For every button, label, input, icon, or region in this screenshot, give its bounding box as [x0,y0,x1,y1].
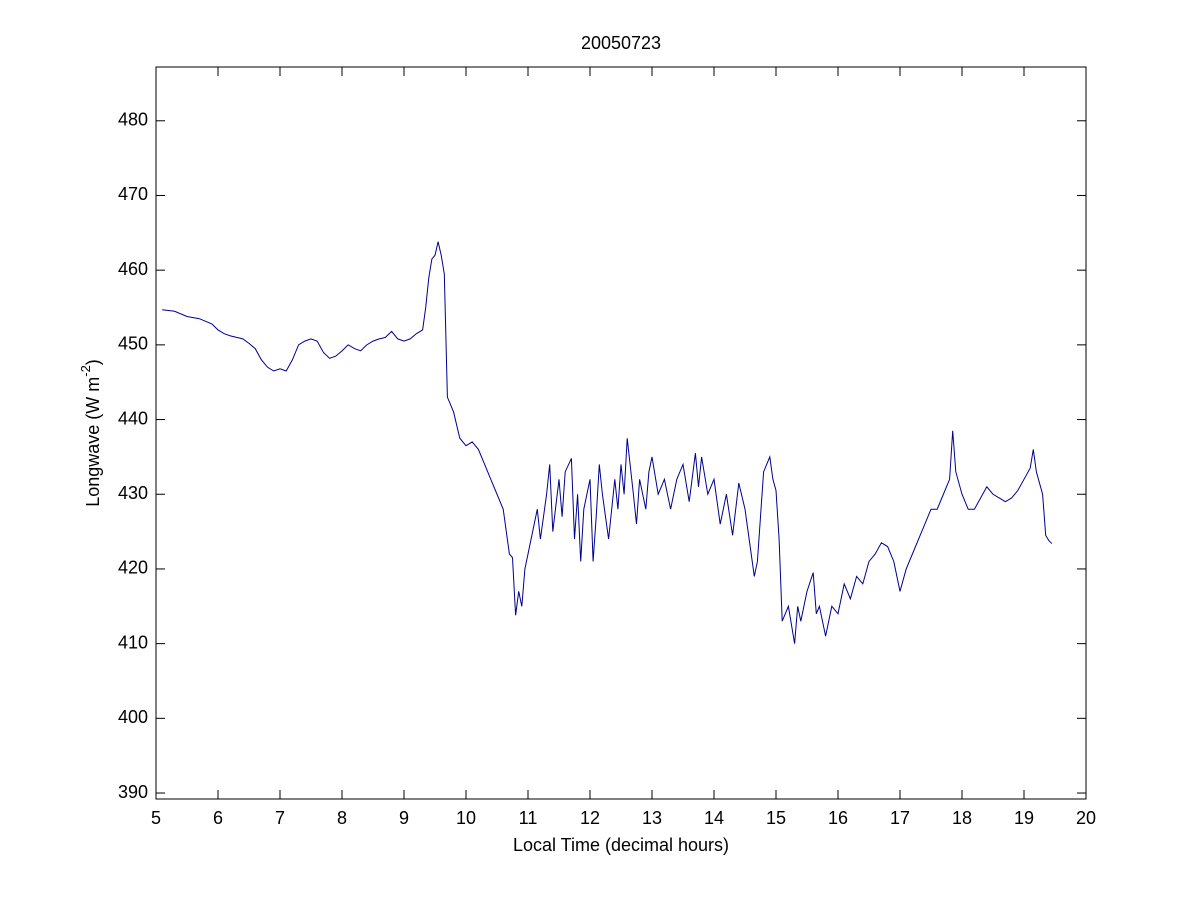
y-axis-label-sup: -2 [78,365,93,377]
chart-title: 20050723 [581,33,661,53]
y-tick-label: 460 [118,259,148,279]
y-tick-label: 480 [118,110,148,130]
x-tick-label: 17 [890,808,910,828]
data-line [162,241,1053,644]
x-tick-label: 15 [766,808,786,828]
x-tick-label: 10 [456,808,476,828]
x-tick-label: 7 [275,808,285,828]
y-tick-label: 440 [118,408,148,428]
x-tick-label: 8 [337,808,347,828]
y-tick-label: 410 [118,632,148,652]
y-axis-label-text: Longwave (W m [83,377,103,507]
y-axis-label: Longwave (W m-2) [78,359,102,507]
x-tick-label: 12 [580,808,600,828]
x-tick-label: 13 [642,808,662,828]
x-axis-label: Local Time (decimal hours) [513,835,729,855]
x-tick-label: 6 [213,808,223,828]
x-tick-label: 14 [704,808,724,828]
y-tick-label: 400 [118,707,148,727]
x-tick-label: 20 [1076,808,1096,828]
y-tick-label: 420 [118,558,148,578]
x-tick-label: 11 [519,808,538,828]
x-tick-label: 18 [952,808,972,828]
y-axis-label-end: ) [83,359,103,365]
y-tick-label: 390 [118,782,148,802]
x-tick-label: 16 [828,808,848,828]
x-tick-label: 5 [151,808,161,828]
x-tick-label: 19 [1014,808,1034,828]
y-tick-label: 450 [118,334,148,354]
y-tick-label: 430 [118,483,148,503]
axes-box [155,66,1087,800]
y-tick-label: 470 [118,184,148,204]
x-tick-label: 9 [399,808,409,828]
